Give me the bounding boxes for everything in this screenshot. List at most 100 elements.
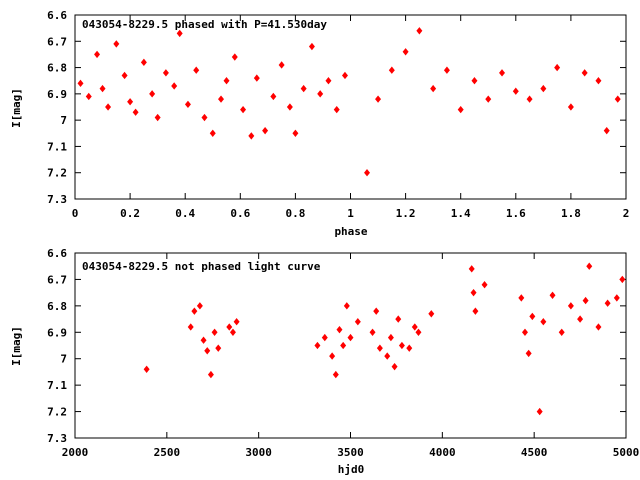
data-point [300,84,307,93]
data-point [581,69,588,77]
x-tick-label: 2 [623,207,630,220]
data-point [207,370,214,379]
data-point [201,113,208,122]
data-point [343,302,350,310]
data-point [176,29,183,38]
data-point [262,126,269,135]
data-point [149,90,156,98]
data-point [518,294,525,302]
data-point [411,323,418,331]
phased-plot-frame [74,14,627,200]
data-point [595,77,602,85]
data-point [229,328,236,336]
x-tick-label: 2000 [62,446,89,459]
data-point [521,328,528,336]
data-point [278,61,285,69]
data-point [332,370,339,379]
phased-y-axis: 6.6 6.7 6.8 6.9 7 7.1 7.2 7.3 [47,9,626,206]
y-tick-label: 7 [60,353,67,366]
data-point [485,95,492,103]
data-point [94,50,101,59]
data-point [196,302,203,310]
data-point [215,344,222,352]
data-point [354,318,361,326]
data-point [430,84,437,93]
data-point [99,84,106,93]
data-point [121,71,128,80]
phased-chart-title: 043054-8229.5 phased with P=41.530day [82,18,327,31]
data-point [428,310,435,318]
data-point [468,265,475,273]
data-point [470,288,477,297]
data-point [558,328,565,336]
y-tick-label: 7.2 [47,406,67,419]
data-point [240,105,247,114]
data-point [333,105,340,114]
data-point [387,333,394,342]
data-point [614,95,621,103]
data-point [540,84,547,93]
data-point [443,66,450,74]
data-point [218,95,225,103]
data-point [132,108,139,116]
x-tick-label: 4000 [429,446,456,459]
data-point [336,325,343,334]
data-point [415,328,422,336]
data-point [193,66,200,74]
x-tick-label: 0.8 [285,207,305,220]
data-point [253,74,260,82]
y-tick-label: 7.1 [47,379,67,392]
data-point [329,352,336,360]
y-tick-label: 6.9 [47,88,67,101]
phased-chart: 043054-8229.5 phased with P=41.530day 6.… [10,9,629,238]
x-tick-label: 3500 [337,446,364,459]
data-point [391,362,398,371]
data-point [472,307,479,315]
data-point [209,129,216,137]
data-point [325,77,332,85]
data-point [191,307,198,315]
x-tick-label: 0.4 [175,207,195,220]
data-point [223,77,230,85]
data-point [105,103,112,111]
phased-y-label: I[mag] [10,88,23,128]
x-tick-label: 4500 [521,446,548,459]
x-tick-label: 1.4 [451,207,471,220]
data-point [342,71,348,80]
data-point [457,105,464,114]
data-point [113,40,120,48]
data-point [416,27,423,35]
data-point [526,95,533,103]
data-point [200,336,207,344]
data-point [127,98,134,106]
data-point [525,349,532,358]
y-tick-label: 6.6 [47,9,67,22]
y-tick-label: 6.8 [47,62,67,75]
phased-x-label: phase [334,225,367,238]
data-point [270,92,277,101]
data-point [512,87,519,95]
data-point [549,291,556,299]
data-point [211,328,218,336]
data-point [85,92,92,101]
data-point [375,95,382,103]
data-point [292,129,299,137]
data-point [384,352,391,360]
data-point [321,333,328,342]
data-point [364,169,371,177]
data-point [340,341,347,350]
x-tick-label: 2500 [154,446,181,459]
data-point [373,307,380,315]
data-point [577,315,584,323]
data-point [204,347,211,355]
data-point [154,113,161,122]
unphased-points [143,262,626,416]
data-point [369,328,376,336]
data-point [586,262,593,270]
unphased-x-axis: 2000 2500 3000 3500 4000 4500 5000 [62,253,639,459]
y-tick-label: 6.8 [47,300,67,313]
unphased-plot-frame [74,252,627,439]
data-point [233,318,240,326]
data-point [248,132,255,140]
